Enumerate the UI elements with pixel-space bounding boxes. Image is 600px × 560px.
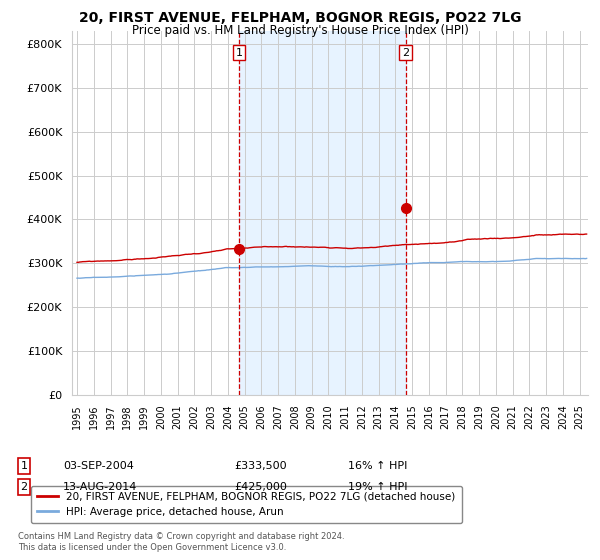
Text: 2: 2 [402, 48, 409, 58]
Text: 13-AUG-2014: 13-AUG-2014 [63, 482, 137, 492]
Text: 1: 1 [20, 461, 28, 471]
Text: 20, FIRST AVENUE, FELPHAM, BOGNOR REGIS, PO22 7LG: 20, FIRST AVENUE, FELPHAM, BOGNOR REGIS,… [79, 11, 521, 25]
Text: 16% ↑ HPI: 16% ↑ HPI [348, 461, 407, 471]
Text: 2: 2 [20, 482, 28, 492]
Text: 03-SEP-2004: 03-SEP-2004 [63, 461, 134, 471]
Text: 19% ↑ HPI: 19% ↑ HPI [348, 482, 407, 492]
Text: Contains HM Land Registry data © Crown copyright and database right 2024.
This d: Contains HM Land Registry data © Crown c… [18, 532, 344, 552]
Bar [239, 31, 406, 395]
Text: Price paid vs. HM Land Registry's House Price Index (HPI): Price paid vs. HM Land Registry's House … [131, 24, 469, 36]
Text: £333,500: £333,500 [234, 461, 287, 471]
Text: £425,000: £425,000 [234, 482, 287, 492]
Text: 1: 1 [236, 48, 242, 58]
Legend: 20, FIRST AVENUE, FELPHAM, BOGNOR REGIS, PO22 7LG (detached house), HPI: Average: 20, FIRST AVENUE, FELPHAM, BOGNOR REGIS,… [31, 486, 461, 523]
